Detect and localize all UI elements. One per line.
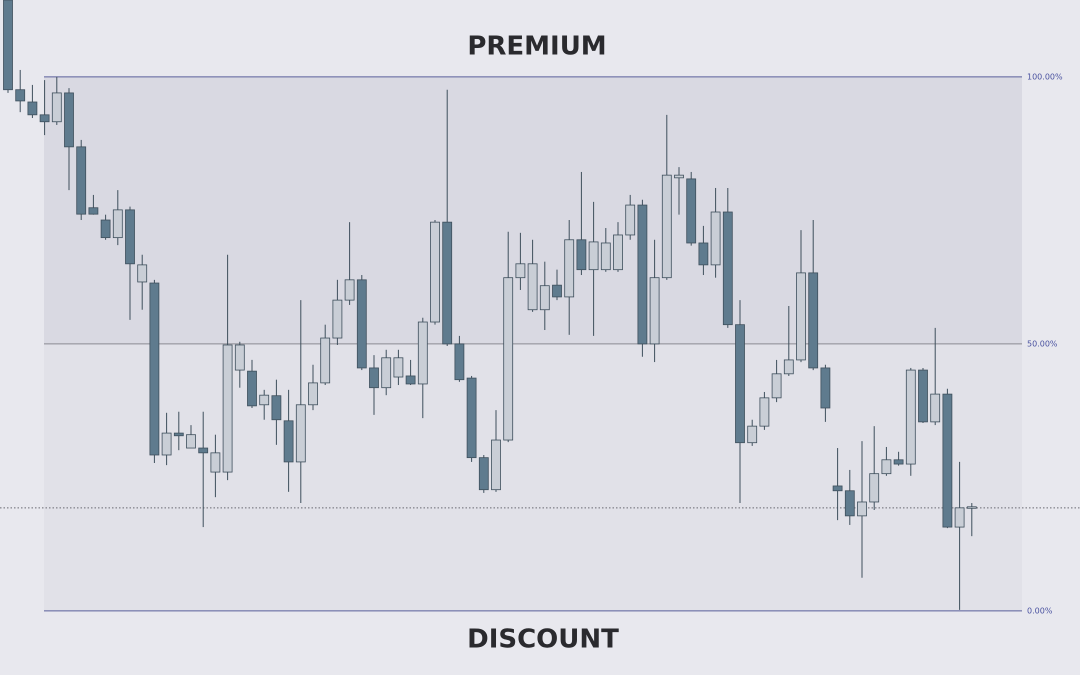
candle-body <box>186 434 196 449</box>
candle-body <box>832 485 843 492</box>
candle-body <box>552 284 562 298</box>
candle-body <box>576 239 587 271</box>
candle-body <box>27 101 38 116</box>
candle-body <box>198 447 209 454</box>
candle-body <box>88 207 99 215</box>
candle-body <box>613 234 623 271</box>
candle-body <box>515 263 526 279</box>
candle-body <box>295 404 306 463</box>
candle-body <box>710 211 721 266</box>
candle-body <box>149 282 160 456</box>
candle-body <box>173 432 184 437</box>
candle-body <box>918 369 928 423</box>
candle-body <box>649 277 660 345</box>
candle-body <box>698 242 709 266</box>
candle-body <box>966 506 977 509</box>
candle-body <box>478 457 489 491</box>
y-tick-label: 100.00% <box>1027 72 1063 81</box>
candle-body <box>283 420 294 463</box>
candle-body <box>942 393 953 528</box>
candle-body <box>857 501 867 517</box>
candle-body <box>905 369 916 465</box>
candle-body <box>869 473 880 503</box>
candle-body <box>686 178 697 244</box>
candle-body <box>271 395 282 421</box>
candle-body <box>100 219 111 239</box>
candle-body <box>332 299 343 339</box>
y-tick-label: 0.00% <box>1027 606 1053 615</box>
candle-body <box>393 357 404 378</box>
candle-body <box>137 264 148 283</box>
candle-body <box>454 343 465 381</box>
candle-body <box>881 459 892 475</box>
candle-body <box>222 344 233 473</box>
candle-body <box>259 394 270 406</box>
candle-body <box>76 146 87 215</box>
candle-body <box>51 92 62 123</box>
candle-body <box>796 272 806 361</box>
candle-body <box>735 324 745 444</box>
candle-body <box>661 174 672 279</box>
candle-body <box>3 0 13 91</box>
candle-body <box>39 114 50 123</box>
candle-body <box>381 357 392 389</box>
candle-body <box>893 459 904 465</box>
candle-body <box>539 285 550 311</box>
candle-body <box>417 321 428 385</box>
candle-body <box>625 204 636 236</box>
candle-body <box>527 263 538 311</box>
candle-body <box>161 432 172 456</box>
candle-body <box>466 377 477 459</box>
candle-body <box>369 367 379 389</box>
candle-body <box>15 89 26 102</box>
candle-body <box>600 242 611 271</box>
candle-body <box>210 452 221 473</box>
candle-body <box>747 425 758 444</box>
candle-body <box>930 393 941 423</box>
candle-body <box>588 241 599 271</box>
candle-body <box>759 397 770 427</box>
candle-body <box>64 92 74 148</box>
candle-body <box>125 209 135 265</box>
candle-body <box>112 209 123 239</box>
candle-body <box>771 373 782 399</box>
candle-body <box>491 439 501 491</box>
discount-label: DISCOUNT <box>467 625 619 655</box>
candle-body <box>808 272 819 369</box>
candle-body <box>430 221 440 323</box>
candle-body <box>637 204 648 345</box>
candle-body <box>954 507 965 528</box>
candle-body <box>503 277 514 441</box>
candle-body <box>674 174 684 179</box>
y-tick-label: 50.00% <box>1027 339 1058 348</box>
candle-body <box>844 490 855 517</box>
candle-body <box>308 382 318 406</box>
premium-label: PREMIUM <box>467 32 606 62</box>
candle-body <box>722 211 733 326</box>
zone <box>44 343 1022 611</box>
candle-body <box>820 367 831 409</box>
candle-body <box>783 359 794 375</box>
candle-body <box>442 221 453 345</box>
candle-body <box>356 279 367 369</box>
candle-body <box>247 370 257 407</box>
candle-body <box>344 279 355 301</box>
candle-body <box>234 344 245 371</box>
candle-body <box>405 375 416 385</box>
candle-body <box>320 337 331 384</box>
candle-body <box>564 239 575 298</box>
